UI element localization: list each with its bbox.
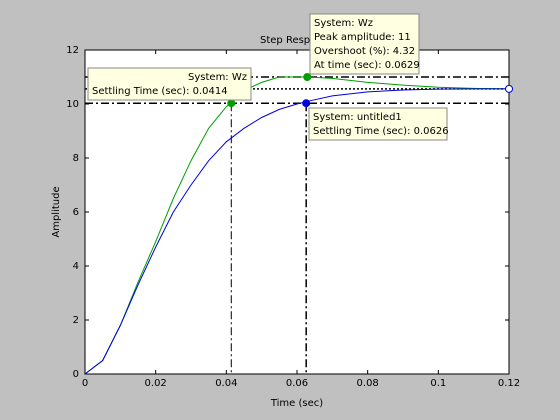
datatip-text: Settling Time (sec): 0.0626 [313, 126, 449, 137]
y-tick-label: 8 [73, 153, 79, 164]
x-tick-label: 0.06 [286, 378, 308, 389]
y-axis-label: Amplitude [51, 186, 62, 237]
y-tick-label: 10 [66, 99, 79, 110]
chart-title: Step Response [260, 35, 334, 46]
y-tick-label: 12 [66, 45, 79, 56]
x-tick-label: 0.1 [430, 378, 446, 389]
y-tick-label: 0 [73, 369, 79, 380]
series-line [84, 76, 510, 375]
datatip-marker [302, 99, 311, 108]
datatip-text: System: Wz [314, 18, 373, 29]
datatip: System: Wz Settling Time (sec): 0.0414 [87, 67, 252, 101]
series-line [84, 88, 509, 375]
x-tick-label: 0.04 [215, 378, 237, 389]
y-tick-label: 6 [73, 207, 79, 218]
x-axis-label: Time (sec) [270, 398, 323, 409]
datatip-box [87, 67, 252, 101]
x-tick-label: 0.02 [145, 378, 167, 389]
datatip-box [309, 13, 420, 75]
datatip-marker [227, 99, 236, 108]
end-marker [505, 84, 513, 93]
datatip-text: Peak amplitude: 11 [314, 32, 411, 43]
datatip-marker [303, 73, 312, 81]
x-tick-label: 0 [82, 378, 88, 389]
x-tick-label: 0.12 [498, 378, 520, 389]
datatip-text: System: untitled1 [313, 112, 402, 123]
datatip: System: Wz Peak amplitude: 11 Overshoot (%… [309, 13, 420, 75]
datatip-text: System: Wz [188, 72, 247, 83]
datatip-text: Overshoot (%): 4.32 [314, 46, 415, 57]
y-tick-label: 4 [73, 261, 79, 272]
datatip-box [308, 107, 448, 141]
x-tick-label: 0.08 [357, 378, 379, 389]
y-tick-label: 2 [73, 315, 79, 326]
datatip-text: Settling Time (sec): 0.0414 [92, 86, 228, 97]
datatip: System: untitled1 Settling Time (sec): 0.… [308, 107, 449, 141]
datatip-text: At time (sec): 0.0629 [314, 60, 420, 71]
